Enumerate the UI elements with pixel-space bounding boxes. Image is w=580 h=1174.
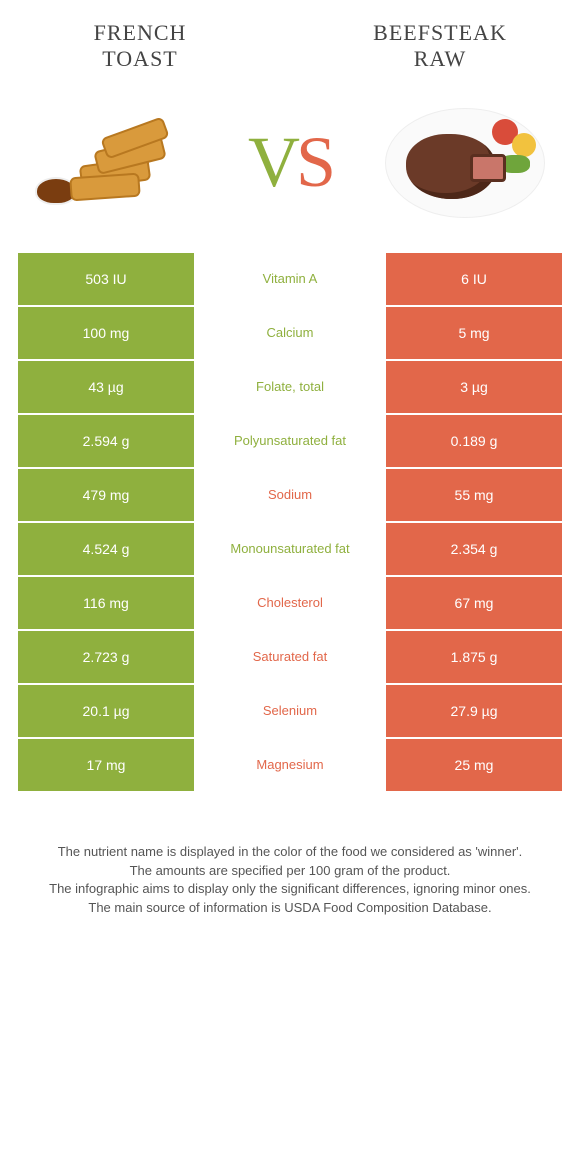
nutrient-label: Sodium <box>194 469 386 521</box>
right-value: 1.875 g <box>386 631 562 683</box>
right-value: 25 mg <box>386 739 562 791</box>
nutrient-label: Calcium <box>194 307 386 359</box>
left-value: 20.1 µg <box>18 685 194 737</box>
footnote-2: The amounts are specified per 100 gram o… <box>30 862 550 881</box>
right-value: 2.354 g <box>386 523 562 575</box>
footnote-1: The nutrient name is displayed in the co… <box>30 843 550 862</box>
vs-v: V <box>248 121 296 204</box>
nutrient-label: Saturated fat <box>194 631 386 683</box>
titles-row: FRENCH TOAST BEEFSTEAK RAW <box>0 0 580 83</box>
nutrient-label: Magnesium <box>194 739 386 791</box>
vs-s: S <box>296 121 332 204</box>
nutrient-row: 2.723 gSaturated fat1.875 g <box>18 631 562 683</box>
left-title-line1: FRENCH <box>94 20 187 45</box>
footnote-4: The main source of information is USDA F… <box>30 899 550 918</box>
right-title: BEEFSTEAK RAW <box>340 20 540 73</box>
right-value: 6 IU <box>386 253 562 305</box>
beefsteak-icon <box>385 108 545 218</box>
nutrient-row: 43 µgFolate, total3 µg <box>18 361 562 413</box>
nutrient-row: 2.594 gPolyunsaturated fat0.189 g <box>18 415 562 467</box>
right-title-line2: RAW <box>414 46 467 71</box>
left-value: 479 mg <box>18 469 194 521</box>
right-value: 5 mg <box>386 307 562 359</box>
left-title: FRENCH TOAST <box>40 20 240 73</box>
nutrient-row: 479 mgSodium55 mg <box>18 469 562 521</box>
right-value: 27.9 µg <box>386 685 562 737</box>
footnote-3: The infographic aims to display only the… <box>30 880 550 899</box>
right-value: 55 mg <box>386 469 562 521</box>
nutrient-row: 100 mgCalcium5 mg <box>18 307 562 359</box>
footnotes: The nutrient name is displayed in the co… <box>0 793 580 918</box>
right-value: 0.189 g <box>386 415 562 467</box>
nutrient-label: Folate, total <box>194 361 386 413</box>
left-value: 116 mg <box>18 577 194 629</box>
hero-row: VS <box>0 83 580 253</box>
left-value: 503 IU <box>18 253 194 305</box>
left-value: 100 mg <box>18 307 194 359</box>
french-toast-icon <box>40 113 190 213</box>
left-title-line2: TOAST <box>102 46 178 71</box>
nutrient-label: Cholesterol <box>194 577 386 629</box>
nutrient-label: Vitamin A <box>194 253 386 305</box>
nutrient-row: 4.524 gMonounsaturated fat2.354 g <box>18 523 562 575</box>
left-value: 2.594 g <box>18 415 194 467</box>
right-title-line1: BEEFSTEAK <box>373 20 507 45</box>
nutrient-row: 503 IUVitamin A6 IU <box>18 253 562 305</box>
nutrient-label: Selenium <box>194 685 386 737</box>
left-food-image <box>30 103 200 223</box>
right-food-image <box>380 103 550 223</box>
nutrient-row: 17 mgMagnesium25 mg <box>18 739 562 791</box>
nutrient-label: Monounsaturated fat <box>194 523 386 575</box>
nutrient-table: 503 IUVitamin A6 IU100 mgCalcium5 mg43 µ… <box>0 253 580 791</box>
left-value: 17 mg <box>18 739 194 791</box>
left-value: 43 µg <box>18 361 194 413</box>
right-value: 3 µg <box>386 361 562 413</box>
vs-label: VS <box>248 121 332 204</box>
left-value: 2.723 g <box>18 631 194 683</box>
right-value: 67 mg <box>386 577 562 629</box>
left-value: 4.524 g <box>18 523 194 575</box>
nutrient-row: 116 mgCholesterol67 mg <box>18 577 562 629</box>
nutrient-row: 20.1 µgSelenium27.9 µg <box>18 685 562 737</box>
nutrient-label: Polyunsaturated fat <box>194 415 386 467</box>
